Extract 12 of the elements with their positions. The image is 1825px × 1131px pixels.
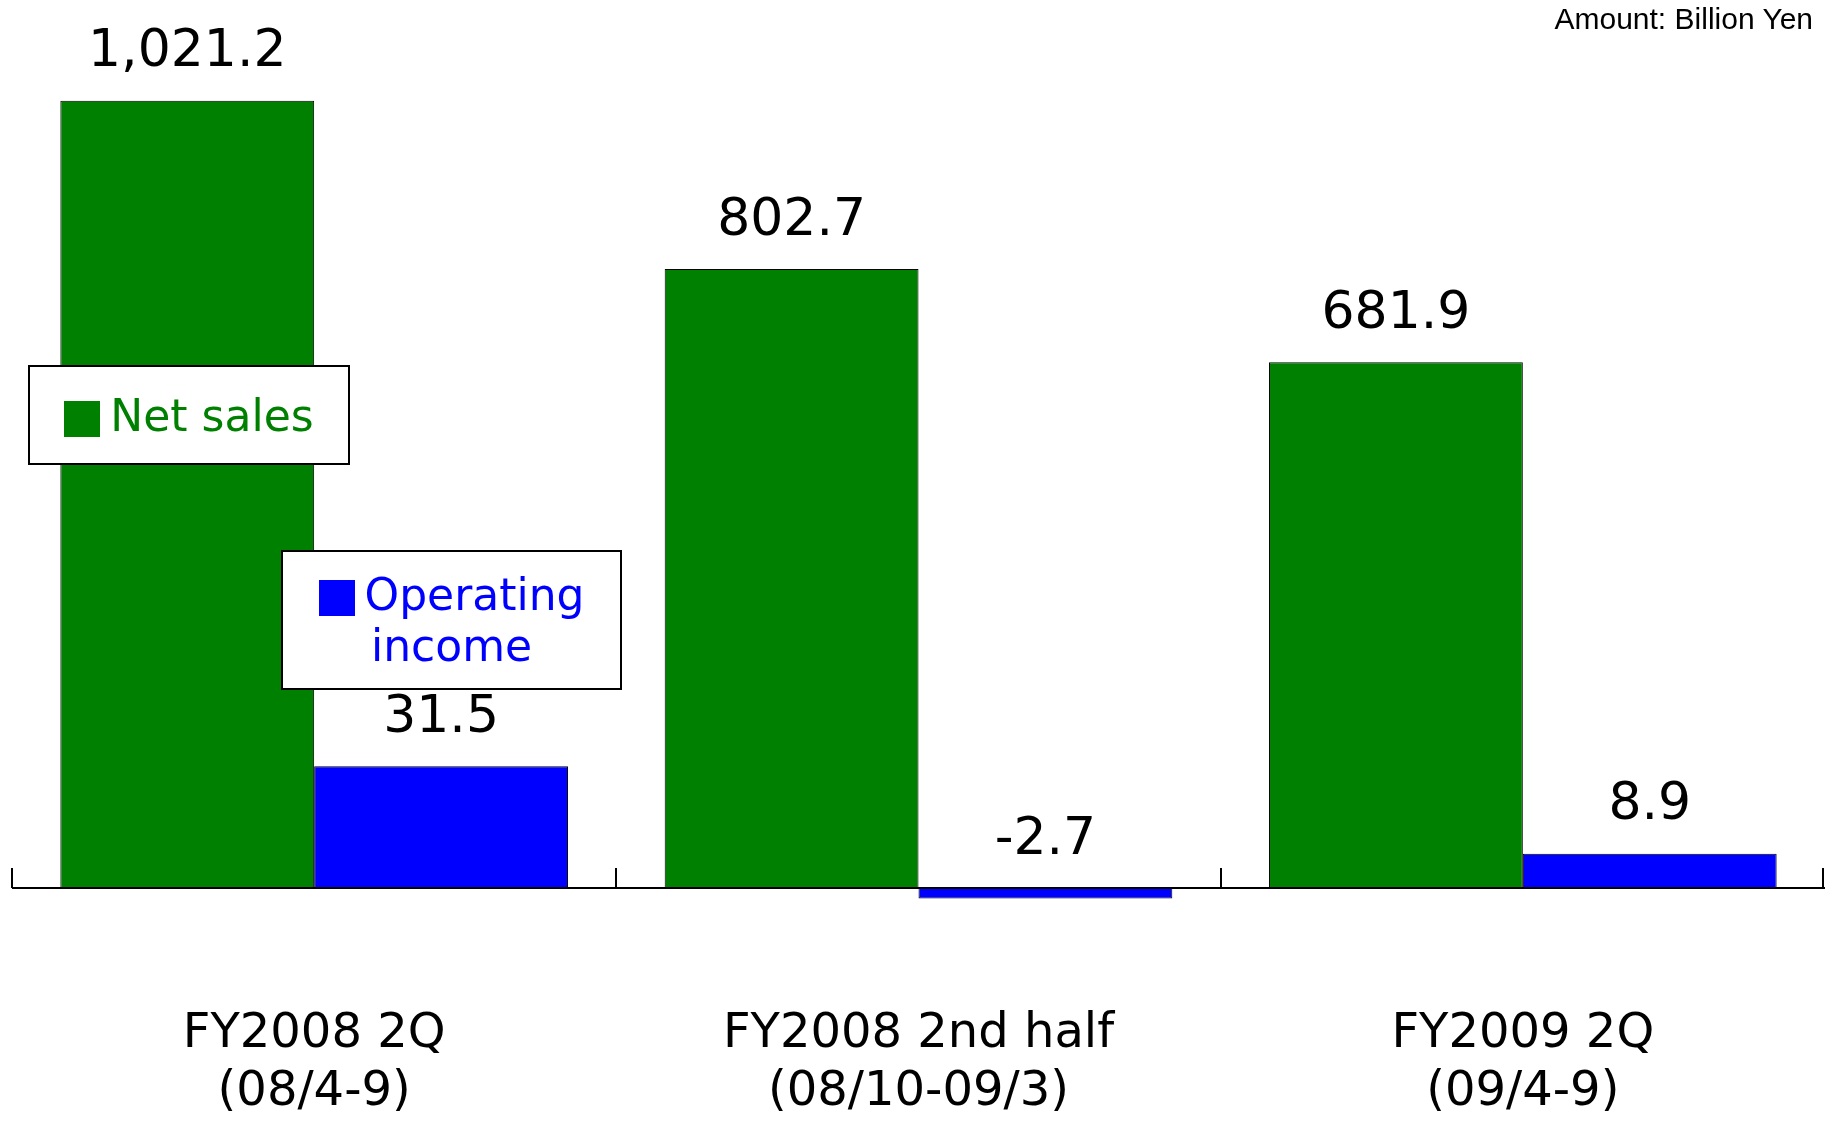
- legend-label: Operating income: [364, 569, 585, 671]
- text: Amount: Billion Yen: [1554, 2, 1813, 36]
- data-label: 1,021.2: [88, 18, 287, 79]
- x-tick-label: FY2008 2Q (08/4-9): [182, 1002, 446, 1116]
- x-tick-label: FY2008 2nd half (08/10-09/3): [722, 1002, 1116, 1116]
- legend-label: Net sales: [110, 389, 314, 441]
- x-tick-label: FY2009 2Q (09/4-9): [1391, 1002, 1655, 1116]
- data-label: 31.5: [383, 683, 499, 744]
- data-label: 681.9: [1321, 279, 1471, 340]
- data-label: -2.7: [994, 805, 1097, 866]
- data-label: 8.9: [1608, 771, 1692, 832]
- data-label: 802.7: [717, 186, 867, 247]
